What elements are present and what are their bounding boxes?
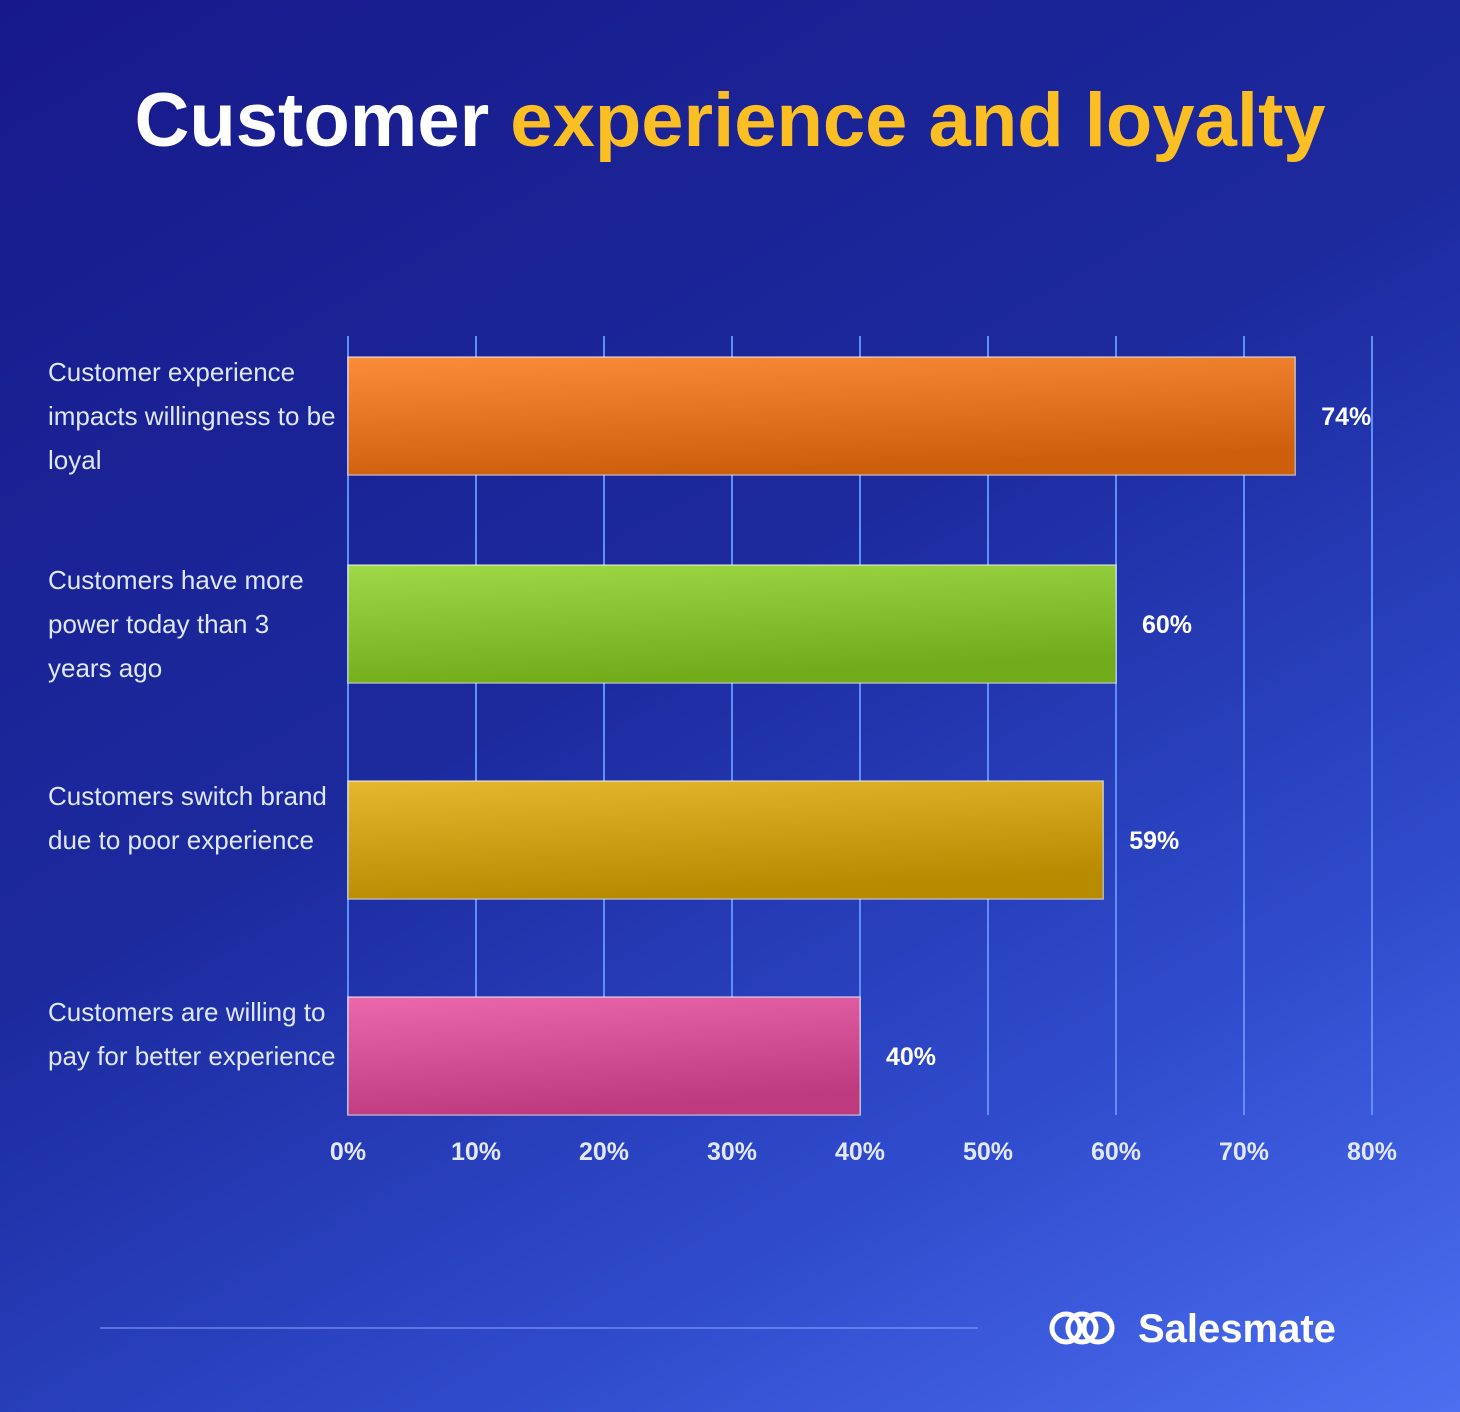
brand-name: Salesmate [1138, 1307, 1336, 1351]
value-label: 59% [1129, 827, 1179, 855]
category-label: Customers have more power today than 3 y… [48, 565, 304, 683]
brand-logo [1049, 1311, 1115, 1345]
bar-shade [348, 781, 1104, 899]
category-label: Customers switch brand due to poor exper… [48, 781, 327, 855]
value-label: 40% [886, 1043, 936, 1071]
value-label: 74% [1321, 403, 1371, 431]
x-tick-label: 20% [579, 1138, 629, 1166]
x-tick-label: 60% [1091, 1138, 1141, 1166]
x-tick-label: 30% [707, 1138, 757, 1166]
title-lead: Customer [134, 78, 489, 163]
x-tick-label: 80% [1347, 1138, 1397, 1166]
x-tick-label: 50% [963, 1138, 1013, 1166]
bar-shade [348, 997, 860, 1115]
bar-shade [348, 357, 1296, 475]
chart-title: Customer experience and loyalty [134, 78, 1325, 163]
bar-shade [348, 565, 1116, 683]
x-tick-label: 70% [1219, 1138, 1269, 1166]
category-label: Customer experience impacts willingness … [48, 357, 336, 475]
x-tick-label: 0% [330, 1138, 366, 1166]
value-label: 60% [1142, 611, 1192, 639]
category-label: Customers are willing to pay for better … [48, 997, 336, 1071]
title-highlight: experience and loyalty [510, 78, 1325, 163]
x-tick-label: 40% [835, 1138, 885, 1166]
x-tick-label: 10% [451, 1138, 501, 1166]
